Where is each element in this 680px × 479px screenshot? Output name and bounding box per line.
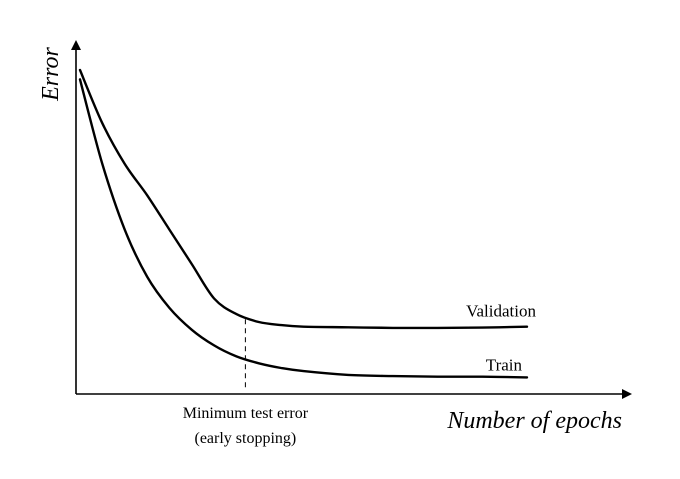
annotation-line-1: Minimum test error	[183, 405, 309, 422]
series-line-train	[78, 78, 529, 379]
x-axis-title: Number of epochs	[446, 408, 622, 434]
series-label-validation: Validation	[466, 302, 536, 321]
annotation-line-2: (early stopping)	[195, 430, 297, 447]
y-axis-title: Error	[38, 46, 64, 101]
series-label-train: Train	[486, 355, 523, 374]
series-layer	[78, 68, 529, 379]
series-line-validation	[78, 68, 529, 330]
